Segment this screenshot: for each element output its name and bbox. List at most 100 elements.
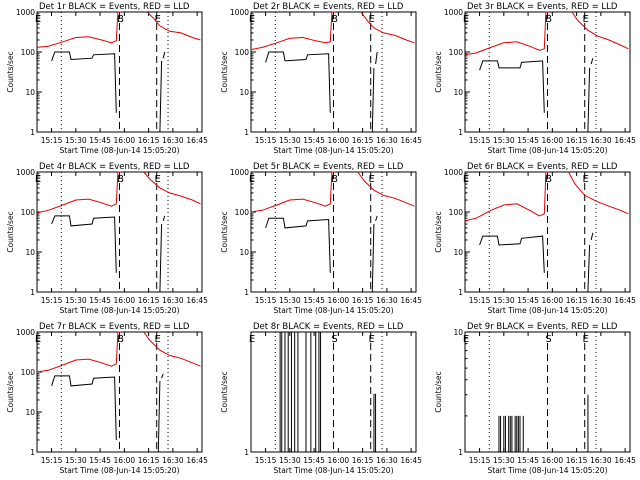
x-tick-label: 15:45 [89,136,111,145]
marker-label: B [331,174,338,185]
lld-line [36,171,122,214]
marker-label: E [155,334,161,345]
lld-line [143,171,201,205]
marker-label: E [583,174,589,185]
events-line [265,51,331,113]
y-tick-label: 1000 [230,168,249,177]
x-axis-label: Start Time (08-Jun-14 15:05:20) [60,146,180,155]
x-tick-label: 16:30 [590,456,612,465]
y-tick-label: 1 [244,448,249,457]
y-tick-label: 1 [458,128,463,137]
y-tick-label: 1 [30,448,35,457]
x-tick-label: 16:00 [542,296,564,305]
x-tick-label: 16:00 [542,456,564,465]
y-tick-label: 1 [30,128,35,137]
x-tick-label: 15:15 [255,136,277,145]
y-tick-label: 100 [235,208,250,217]
x-tick-label: 16:30 [376,296,398,305]
x-tick-label: 15:45 [303,296,325,305]
events-line [161,373,164,379]
marker-label: B [545,14,552,25]
panel-det-7r: Det 7r BLACK = Events, RED = LLD 15:15 15:… [6,322,208,475]
x-tick-label: 15:15 [41,456,63,465]
x-tick-label: 16:15 [138,456,160,465]
lld-line [568,171,629,215]
y-tick-label: 10 [453,248,463,257]
x-tick-label: 16:45 [614,136,636,145]
x-tick-label: 16:30 [162,136,184,145]
x-tick-label: 16:30 [590,136,612,145]
x-tick-label: 16:15 [566,456,588,465]
y-axis-label: Counts/sec [434,211,443,252]
y-tick-label: 100 [21,368,36,377]
x-tick-label: 15:45 [517,296,539,305]
x-tick-label: 16:45 [400,136,422,145]
lld-line [250,171,336,213]
x-tick-label: 15:15 [255,456,277,465]
x-tick-label: 15:30 [279,456,301,465]
panel-title: Det 7r BLACK = Events, RED = LLD [39,322,190,332]
lld-line [464,171,550,222]
events-line [157,380,161,453]
x-tick-label: 15:45 [89,296,111,305]
x-tick-label: 15:45 [517,136,539,145]
y-tick-label: 10 [25,248,35,257]
marker-label: B [117,14,124,25]
y-tick-label: 1000 [16,8,35,17]
x-tick-label: 16:15 [352,456,374,465]
marker-label: E [155,174,161,185]
lld-line [36,11,122,48]
marker-label: E [463,14,469,25]
marker-label: E [35,334,41,345]
events-line [587,67,591,133]
marker-label: E [583,334,589,345]
x-tick-label: 16:15 [566,296,588,305]
x-tick-label: 15:30 [493,456,515,465]
marker-label: S [545,334,551,345]
panel-det-1r: Det 1r BLACK = Events, RED = LLD 15:15 15:… [6,2,208,155]
x-tick-label: 16:15 [352,296,374,305]
panel-title: Det 3r BLACK = Events, RED = LLD [467,2,618,12]
marker-label: B [117,334,124,345]
x-tick-label: 15:30 [493,136,515,145]
y-tick-label: 10 [25,408,35,417]
marker-label: E [35,174,41,185]
marker-label: E [249,14,255,25]
x-axis-label: Start Time (08-Jun-14 15:05:20) [274,466,394,475]
x-tick-label: 16:00 [114,456,136,465]
lld-line [146,11,201,41]
x-tick-label: 15:30 [279,296,301,305]
x-tick-label: 16:45 [614,456,636,465]
panel-title: Det 8r BLACK = Events, RED = LLD [253,322,404,332]
y-axis-label: Counts/sec [434,371,443,412]
events-line [590,232,594,241]
x-tick-label: 15:45 [517,456,539,465]
x-tick-label: 15:30 [65,456,87,465]
x-tick-label: 16:00 [114,296,136,305]
x-tick-label: 16:15 [566,136,588,145]
panel-title: Det 4r BLACK = Events, RED = LLD [39,162,190,172]
y-tick-label: 100 [449,208,464,217]
x-tick-label: 15:15 [255,296,277,305]
lld-line [360,11,415,44]
events-line [51,375,117,441]
x-tick-label: 16:30 [590,296,612,305]
x-tick-label: 16:00 [114,136,136,145]
y-axis-label: Counts/sec [434,51,443,92]
marker-label: B [545,174,552,185]
marker-label: E [249,334,255,345]
y-tick-label: 100 [21,48,36,57]
x-axis-label: Start Time (08-Jun-14 15:05:20) [488,146,608,155]
y-tick-label: 1000 [444,8,463,17]
x-tick-label: 15:15 [469,296,491,305]
x-tick-label: 15:30 [279,136,301,145]
y-tick-label: 1 [458,288,463,297]
panel-title: Det 1r BLACK = Events, RED = LLD [39,2,190,12]
x-tick-label: 16:45 [186,456,208,465]
y-tick-label: 10 [239,248,249,257]
x-axis-label: Start Time (08-Jun-14 15:05:20) [274,306,394,315]
lld-line [357,171,415,207]
x-tick-label: 15:15 [41,136,63,145]
